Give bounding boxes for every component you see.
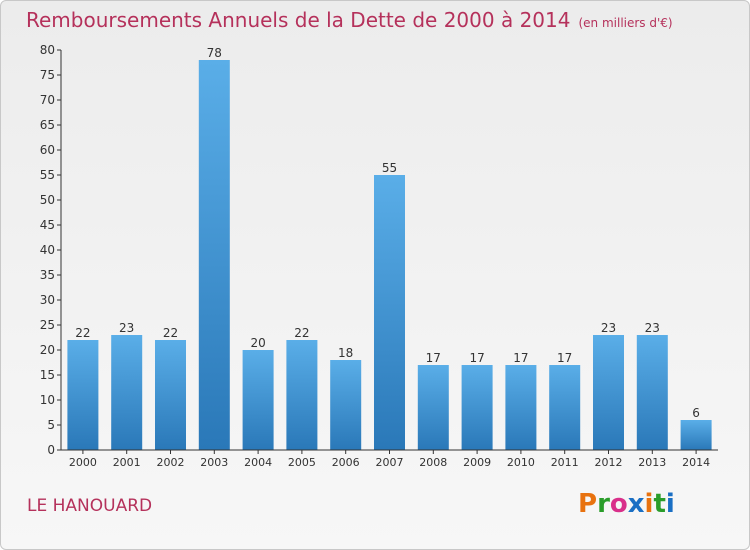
y-tick-label: 40 [40, 243, 55, 257]
y-tick-label: 10 [40, 393, 55, 407]
x-tick-label: 2006 [332, 456, 360, 469]
x-tick-label: 2004 [244, 456, 272, 469]
bar-value-label: 6 [692, 406, 700, 420]
logo-letter: o [609, 489, 628, 519]
x-tick-label: 2014 [682, 456, 710, 469]
bar [330, 360, 362, 450]
x-tick-label: 2001 [113, 456, 141, 469]
bar [198, 60, 230, 450]
x-tick-label: 2005 [288, 456, 316, 469]
bar [461, 365, 493, 450]
y-tick-label: 55 [40, 168, 55, 182]
bar [417, 365, 449, 450]
commune-name: LE HANOUARD [27, 496, 153, 516]
proxiti-logo: Proxiti [578, 489, 675, 519]
bar [680, 420, 712, 450]
chart-title: Remboursements Annuels de la Dette de 20… [26, 8, 673, 32]
x-tick-label: 2010 [507, 456, 535, 469]
x-tick-label: 2011 [551, 456, 579, 469]
y-tick-label: 80 [40, 43, 55, 57]
bar-value-label: 20 [250, 336, 265, 350]
bar-value-label: 22 [163, 326, 178, 340]
y-tick-label: 50 [40, 193, 55, 207]
y-tick-label: 75 [40, 68, 55, 82]
x-tick-label: 2009 [463, 456, 491, 469]
logo-letter: i [665, 489, 675, 519]
y-tick-label: 15 [40, 368, 55, 382]
y-tick-label: 20 [40, 343, 55, 357]
x-tick-label: 2007 [376, 456, 404, 469]
y-tick-label: 5 [47, 418, 55, 432]
bar-value-label: 17 [426, 351, 441, 365]
chart-unit: (en milliers d'€) [578, 16, 673, 30]
y-tick-label: 30 [40, 293, 55, 307]
x-tick-label: 2000 [69, 456, 97, 469]
logo-letter: x [627, 489, 645, 519]
bar-value-label: 17 [469, 351, 484, 365]
bar [67, 340, 99, 450]
bar-value-label: 23 [601, 321, 616, 335]
bar-value-label: 22 [294, 326, 309, 340]
bar [374, 175, 405, 450]
logo-letter: P [578, 489, 598, 519]
y-tick-label: 0 [47, 443, 55, 457]
bar [286, 340, 318, 450]
bar [505, 365, 537, 450]
bar [636, 335, 668, 450]
bar [242, 350, 274, 450]
bar-value-label: 23 [119, 321, 134, 335]
y-tick-label: 45 [40, 218, 55, 232]
x-tick-label: 2013 [638, 456, 666, 469]
y-tick-label: 70 [40, 93, 55, 107]
y-tick-label: 35 [40, 268, 55, 282]
logo-letter: i [644, 489, 654, 519]
y-tick-label: 60 [40, 143, 55, 157]
bar-value-label: 55 [382, 161, 397, 175]
bar-value-label: 18 [338, 346, 353, 360]
y-tick-label: 65 [40, 118, 55, 132]
x-tick-label: 2012 [595, 456, 623, 469]
bar [549, 365, 581, 450]
bar-value-label: 17 [513, 351, 528, 365]
bar [593, 335, 624, 450]
bar [111, 335, 143, 450]
bar-value-label: 22 [75, 326, 90, 340]
bar-value-label: 17 [557, 351, 572, 365]
bar [155, 340, 186, 450]
logo-letter: t [653, 489, 666, 519]
x-tick-label: 2003 [200, 456, 228, 469]
y-tick-label: 25 [40, 318, 55, 332]
x-tick-label: 2008 [419, 456, 447, 469]
x-tick-label: 2002 [157, 456, 185, 469]
chart-title-text: Remboursements Annuels de la Dette de 20… [26, 8, 571, 32]
logo-letter: r [597, 489, 610, 519]
bar-value-label: 23 [645, 321, 660, 335]
bar-value-label: 78 [207, 46, 222, 60]
